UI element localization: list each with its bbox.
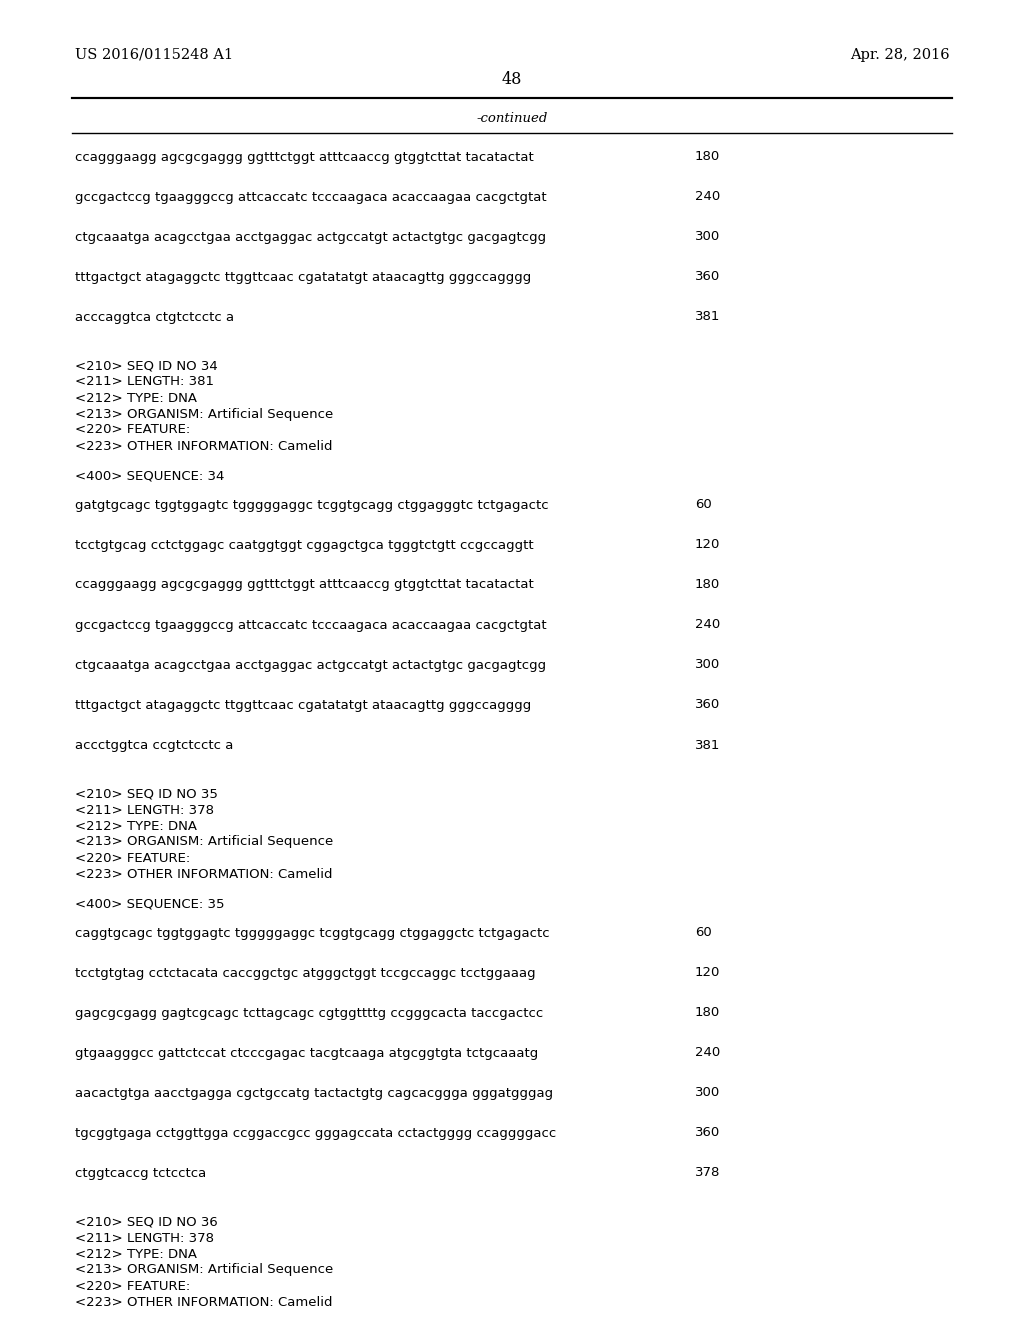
- Text: <400> SEQUENCE: 35: <400> SEQUENCE: 35: [75, 898, 224, 911]
- Text: ctgcaaatga acagcctgaa acctgaggac actgccatgt actactgtgc gacgagtcgg: ctgcaaatga acagcctgaa acctgaggac actgcca…: [75, 231, 546, 243]
- Text: 48: 48: [502, 71, 522, 88]
- Text: gagcgcgagg gagtcgcagc tcttagcagc cgtggttttg ccgggcacta taccgactcc: gagcgcgagg gagtcgcagc tcttagcagc cgtggtt…: [75, 1007, 544, 1019]
- Text: ccagggaagg agcgcgaggg ggtttctggt atttcaaccg gtggtcttat tacatactat: ccagggaagg agcgcgaggg ggtttctggt atttcaa…: [75, 578, 534, 591]
- Text: <212> TYPE: DNA: <212> TYPE: DNA: [75, 392, 197, 404]
- Text: 300: 300: [695, 231, 720, 243]
- Text: <220> FEATURE:: <220> FEATURE:: [75, 1279, 190, 1292]
- Text: Apr. 28, 2016: Apr. 28, 2016: [850, 48, 950, 62]
- Text: 381: 381: [695, 310, 720, 323]
- Text: tcctgtgcag cctctggagc caatggtggt cggagctgca tgggtctgtt ccgccaggtt: tcctgtgcag cctctggagc caatggtggt cggagct…: [75, 539, 534, 552]
- Text: tttgactgct atagaggctc ttggttcaac cgatatatgt ataacagttg gggccagggg: tttgactgct atagaggctc ttggttcaac cgatata…: [75, 271, 531, 284]
- Text: 360: 360: [695, 698, 720, 711]
- Text: 180: 180: [695, 150, 720, 164]
- Text: 300: 300: [695, 1086, 720, 1100]
- Text: <211> LENGTH: 378: <211> LENGTH: 378: [75, 804, 214, 817]
- Text: accctggtca ccgtctcctc a: accctggtca ccgtctcctc a: [75, 738, 233, 751]
- Text: 300: 300: [695, 659, 720, 672]
- Text: gtgaagggcc gattctccat ctcccgagac tacgtcaaga atgcggtgta tctgcaaatg: gtgaagggcc gattctccat ctcccgagac tacgtca…: [75, 1047, 539, 1060]
- Text: <213> ORGANISM: Artificial Sequence: <213> ORGANISM: Artificial Sequence: [75, 836, 333, 849]
- Text: aacactgtga aacctgagga cgctgccatg tactactgtg cagcacggga gggatgggag: aacactgtga aacctgagga cgctgccatg tactact…: [75, 1086, 553, 1100]
- Text: 180: 180: [695, 1007, 720, 1019]
- Text: gccgactccg tgaagggccg attcaccatc tcccaagaca acaccaagaa cacgctgtat: gccgactccg tgaagggccg attcaccatc tcccaag…: [75, 619, 547, 631]
- Text: acccaggtca ctgtctcctc a: acccaggtca ctgtctcctc a: [75, 310, 234, 323]
- Text: <212> TYPE: DNA: <212> TYPE: DNA: [75, 1247, 197, 1261]
- Text: gatgtgcagc tggtggagtc tgggggaggc tcggtgcagg ctggagggtc tctgagactc: gatgtgcagc tggtggagtc tgggggaggc tcggtgc…: [75, 499, 549, 511]
- Text: 360: 360: [695, 1126, 720, 1139]
- Text: 120: 120: [695, 966, 720, 979]
- Text: ccagggaagg agcgcgaggg ggtttctggt atttcaaccg gtggtcttat tacatactat: ccagggaagg agcgcgaggg ggtttctggt atttcaa…: [75, 150, 534, 164]
- Text: 120: 120: [695, 539, 720, 552]
- Text: <210> SEQ ID NO 34: <210> SEQ ID NO 34: [75, 359, 218, 372]
- Text: <210> SEQ ID NO 36: <210> SEQ ID NO 36: [75, 1216, 218, 1229]
- Text: tttgactgct atagaggctc ttggttcaac cgatatatgt ataacagttg gggccagggg: tttgactgct atagaggctc ttggttcaac cgatata…: [75, 698, 531, 711]
- Text: 180: 180: [695, 578, 720, 591]
- Text: caggtgcagc tggtggagtc tgggggaggc tcggtgcagg ctggaggctc tctgagactc: caggtgcagc tggtggagtc tgggggaggc tcggtgc…: [75, 927, 550, 940]
- Text: US 2016/0115248 A1: US 2016/0115248 A1: [75, 48, 233, 62]
- Text: ctgcaaatga acagcctgaa acctgaggac actgccatgt actactgtgc gacgagtcgg: ctgcaaatga acagcctgaa acctgaggac actgcca…: [75, 659, 546, 672]
- Text: gccgactccg tgaagggccg attcaccatc tcccaagaca acaccaagaa cacgctgtat: gccgactccg tgaagggccg attcaccatc tcccaag…: [75, 190, 547, 203]
- Text: 240: 240: [695, 190, 720, 203]
- Text: 381: 381: [695, 738, 720, 751]
- Text: <223> OTHER INFORMATION: Camelid: <223> OTHER INFORMATION: Camelid: [75, 867, 333, 880]
- Text: -continued: -continued: [476, 111, 548, 124]
- Text: <220> FEATURE:: <220> FEATURE:: [75, 424, 190, 437]
- Text: <212> TYPE: DNA: <212> TYPE: DNA: [75, 820, 197, 833]
- Text: 240: 240: [695, 1047, 720, 1060]
- Text: <400> SEQUENCE: 34: <400> SEQUENCE: 34: [75, 470, 224, 483]
- Text: 60: 60: [695, 499, 712, 511]
- Text: ctggtcaccg tctcctca: ctggtcaccg tctcctca: [75, 1167, 206, 1180]
- Text: <213> ORGANISM: Artificial Sequence: <213> ORGANISM: Artificial Sequence: [75, 408, 333, 421]
- Text: tcctgtgtag cctctacata caccggctgc atgggctggt tccgccaggc tcctggaaag: tcctgtgtag cctctacata caccggctgc atgggct…: [75, 966, 536, 979]
- Text: <211> LENGTH: 381: <211> LENGTH: 381: [75, 375, 214, 388]
- Text: 378: 378: [695, 1167, 720, 1180]
- Text: <220> FEATURE:: <220> FEATURE:: [75, 851, 190, 865]
- Text: <211> LENGTH: 378: <211> LENGTH: 378: [75, 1232, 214, 1245]
- Text: tgcggtgaga cctggttgga ccggaccgcc gggagccata cctactgggg ccaggggacc: tgcggtgaga cctggttgga ccggaccgcc gggagcc…: [75, 1126, 556, 1139]
- Text: <223> OTHER INFORMATION: Camelid: <223> OTHER INFORMATION: Camelid: [75, 1295, 333, 1308]
- Text: <223> OTHER INFORMATION: Camelid: <223> OTHER INFORMATION: Camelid: [75, 440, 333, 453]
- Text: <213> ORGANISM: Artificial Sequence: <213> ORGANISM: Artificial Sequence: [75, 1263, 333, 1276]
- Text: <210> SEQ ID NO 35: <210> SEQ ID NO 35: [75, 788, 218, 800]
- Text: 360: 360: [695, 271, 720, 284]
- Text: 60: 60: [695, 927, 712, 940]
- Text: 240: 240: [695, 619, 720, 631]
